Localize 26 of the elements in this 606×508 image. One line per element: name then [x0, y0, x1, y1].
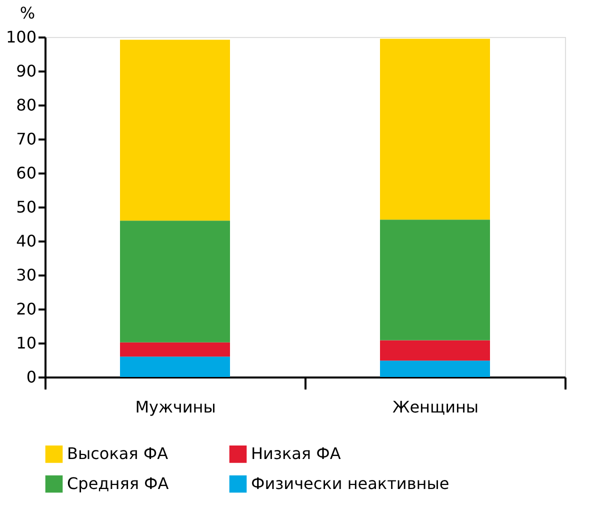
y-tick-label: 50 [16, 198, 36, 216]
legend-label: Низкая ФА [251, 444, 341, 464]
y-tick-label: 0 [26, 368, 36, 386]
bar [120, 356, 230, 377]
y-tick-label: 20 [16, 300, 36, 318]
x-tick-label: Мужчины [135, 398, 216, 416]
y-tick-label: 60 [16, 164, 36, 182]
x-tick-label: Женщины [392, 398, 479, 416]
bar [380, 220, 490, 340]
y-tick-label: 80 [16, 96, 36, 114]
y-axis-title: % [20, 4, 36, 22]
legend-label: Средняя ФА [67, 474, 169, 493]
legend-label: Высокая ФА [67, 444, 168, 464]
bar [120, 40, 230, 221]
y-tick-label: 70 [16, 130, 36, 148]
bar [380, 38, 490, 220]
y-tick-label: 10 [16, 334, 36, 352]
y-tick-label: 100 [6, 28, 36, 46]
bar [120, 342, 230, 357]
y-tick-label: 30 [16, 266, 36, 284]
y-tick-label: 40 [16, 232, 36, 250]
bar [380, 360, 490, 377]
y-tick-label: 90 [16, 62, 36, 80]
bar [120, 220, 230, 342]
bar [380, 340, 490, 361]
legend-label: Физически неактивные [251, 474, 450, 493]
